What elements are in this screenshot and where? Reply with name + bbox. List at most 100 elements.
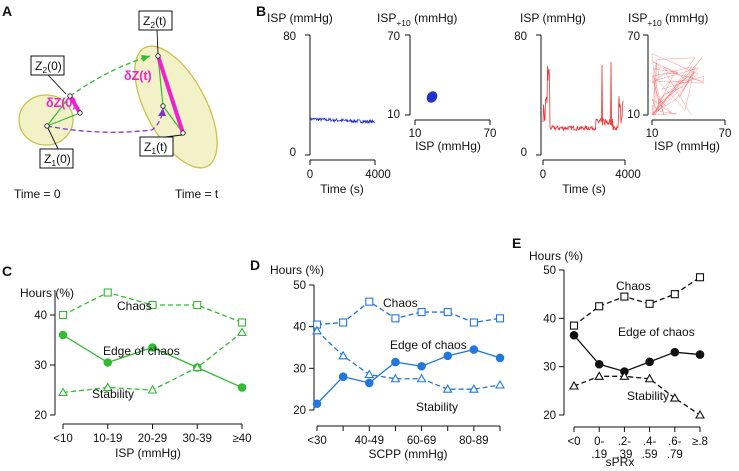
point-stability-2 bbox=[619, 371, 630, 380]
ts-red-ytick-bottom: 0 bbox=[521, 147, 527, 159]
y-tick-label: 30 bbox=[34, 360, 47, 372]
x-tick-label: <30 bbox=[307, 435, 327, 447]
point-t-b bbox=[160, 103, 166, 109]
point-chaos-1 bbox=[103, 288, 112, 297]
point-edge-of-chaos-0 bbox=[312, 399, 322, 409]
point-z2-t bbox=[155, 53, 161, 59]
series-label-edge-of-chaos: Edge of chaos bbox=[103, 344, 180, 358]
point-z1-t bbox=[180, 130, 186, 136]
point-edge-of-chaos-0 bbox=[569, 330, 579, 340]
purple-trajectory bbox=[46, 107, 164, 133]
phase-red-trajectory bbox=[651, 53, 705, 116]
point-0-b bbox=[77, 110, 83, 116]
ts-blue-ytick-top: 80 bbox=[283, 31, 296, 43]
ts-red-xtick-0: 0 bbox=[540, 169, 546, 181]
point-stability-1 bbox=[102, 382, 113, 392]
purple-arrowhead bbox=[158, 108, 166, 116]
point-chaos-4 bbox=[670, 290, 679, 299]
x-axis-label: ISP (mmHg) bbox=[115, 446, 181, 460]
series-line-chaos bbox=[316, 300, 501, 326]
label-box-z1-0 bbox=[39, 148, 74, 169]
point-stability-0 bbox=[312, 325, 322, 335]
point-stability-2 bbox=[147, 384, 158, 394]
series-label-chaos: Chaos bbox=[383, 296, 418, 310]
point-stability-1 bbox=[594, 371, 605, 380]
x-axis-label: sPRx bbox=[606, 455, 635, 469]
green-trajectory bbox=[69, 55, 151, 97]
ts-red-xlabel: Time (s) bbox=[562, 182, 606, 196]
ts-blue-xlabel: Time (s) bbox=[320, 182, 364, 196]
leader-z2-0 bbox=[47, 74, 67, 95]
label-z1-t: Z1(t) bbox=[144, 140, 167, 156]
point-chaos-2 bbox=[365, 297, 374, 306]
phase-red-ylabel: ISP+10 (mmHg) bbox=[628, 11, 708, 28]
chart-title: Hours (%) bbox=[270, 263, 324, 277]
label-time-0: Time = 0 bbox=[14, 187, 61, 201]
point-stability-4 bbox=[416, 373, 427, 383]
phase-blue-xtick-70: 70 bbox=[484, 128, 497, 140]
phase-blue-ytick-top: 70 bbox=[387, 31, 400, 43]
point-edge-of-chaos-4 bbox=[237, 383, 247, 392]
series-label-edge-of-chaos: Edge of chaos bbox=[618, 325, 695, 339]
point-edge-of-chaos-5 bbox=[443, 351, 453, 361]
point-stability-0 bbox=[58, 387, 68, 397]
point-stability-3 bbox=[192, 362, 203, 372]
label-delta-z0: δZ(0) bbox=[46, 96, 77, 110]
point-edge-of-chaos-1 bbox=[594, 359, 604, 369]
x-tick-label: 60-69 bbox=[407, 435, 436, 447]
point-chaos-7 bbox=[495, 314, 505, 323]
label-z2-t: Z2(t) bbox=[143, 14, 166, 30]
point-z2-0 bbox=[67, 93, 73, 99]
ts-blue-xtick-4000: 4000 bbox=[365, 169, 391, 181]
point-edge-of-chaos-4 bbox=[417, 361, 426, 371]
point-chaos-5 bbox=[695, 273, 705, 282]
y-tick-label: 30 bbox=[543, 362, 556, 374]
phase-blue-xtick-10: 10 bbox=[409, 128, 422, 140]
phase-red-xtick-70: 70 bbox=[719, 128, 732, 140]
x-tick-label: 10-19 bbox=[93, 433, 122, 445]
point-edge-of-chaos-6 bbox=[469, 345, 479, 354]
point-edge-of-chaos-2 bbox=[148, 343, 157, 352]
point-chaos-5 bbox=[443, 308, 452, 317]
ts-blue-xtick-0: 0 bbox=[307, 169, 313, 181]
series-label-stability: Stability bbox=[416, 400, 458, 414]
x-tick-label: .4- bbox=[643, 436, 657, 448]
point-edge-of-chaos-7 bbox=[495, 353, 505, 363]
panel-letter-e: E bbox=[512, 235, 521, 251]
series-line-edge-of-chaos bbox=[573, 334, 701, 373]
y-tick-label: 50 bbox=[293, 280, 306, 292]
series-label-chaos: Chaos bbox=[616, 279, 651, 293]
series-line-edge-of-chaos bbox=[62, 334, 243, 389]
point-chaos-0 bbox=[58, 310, 68, 320]
point-edge-of-chaos-0 bbox=[58, 330, 68, 340]
label-box-z1-t bbox=[139, 136, 174, 157]
leader-z1-0 bbox=[47, 127, 59, 150]
panel-d: D Hours (%) 20 30 40 50 <30 40-49 60-69 80-89 SCPP… bbox=[250, 257, 505, 461]
point-stability-3 bbox=[390, 373, 401, 383]
panel-c: C Hours (%) 20 30 40 <10 10-19 20-29 30-39 ≥40 ISP… bbox=[2, 263, 252, 460]
y-tick-label: 20 bbox=[34, 410, 47, 422]
line-charts: C Hours (%) 20 30 40 <10 10-19 20-29 30-39 ≥40 ISP… bbox=[2, 235, 708, 469]
series-line-chaos bbox=[573, 276, 701, 327]
y-tick-label: 30 bbox=[293, 363, 306, 375]
label-delta-zt: δZ(t) bbox=[124, 69, 152, 83]
ellipse-time-0 bbox=[18, 94, 74, 146]
point-chaos-2 bbox=[620, 292, 629, 301]
x-tick-label: 80-89 bbox=[459, 435, 488, 447]
panel-b: B ISP (mmHg) 80 0 0 4000 Time (s) ISP+10… bbox=[256, 3, 731, 196]
point-edge-of-chaos-2 bbox=[364, 378, 374, 388]
green-arrowhead bbox=[141, 55, 150, 62]
label-z1-0: Z1(0) bbox=[44, 152, 71, 168]
x-tick-label-line2: .79 bbox=[667, 449, 683, 461]
green-edge-0b bbox=[46, 112, 81, 127]
x-tick-label: <10 bbox=[53, 433, 73, 445]
panel-letter-d: D bbox=[250, 257, 260, 273]
label-z2-0: Z2(0) bbox=[35, 59, 62, 75]
ts-blue-trace bbox=[309, 117, 376, 125]
y-tick-label: 50 bbox=[543, 265, 556, 277]
point-chaos-3 bbox=[645, 299, 654, 308]
label-box-z2-0 bbox=[30, 55, 65, 76]
series-label-stability: Stability bbox=[627, 389, 669, 403]
x-tick-label: 40-49 bbox=[355, 435, 384, 447]
ts-red-ytick-top: 80 bbox=[514, 31, 527, 43]
